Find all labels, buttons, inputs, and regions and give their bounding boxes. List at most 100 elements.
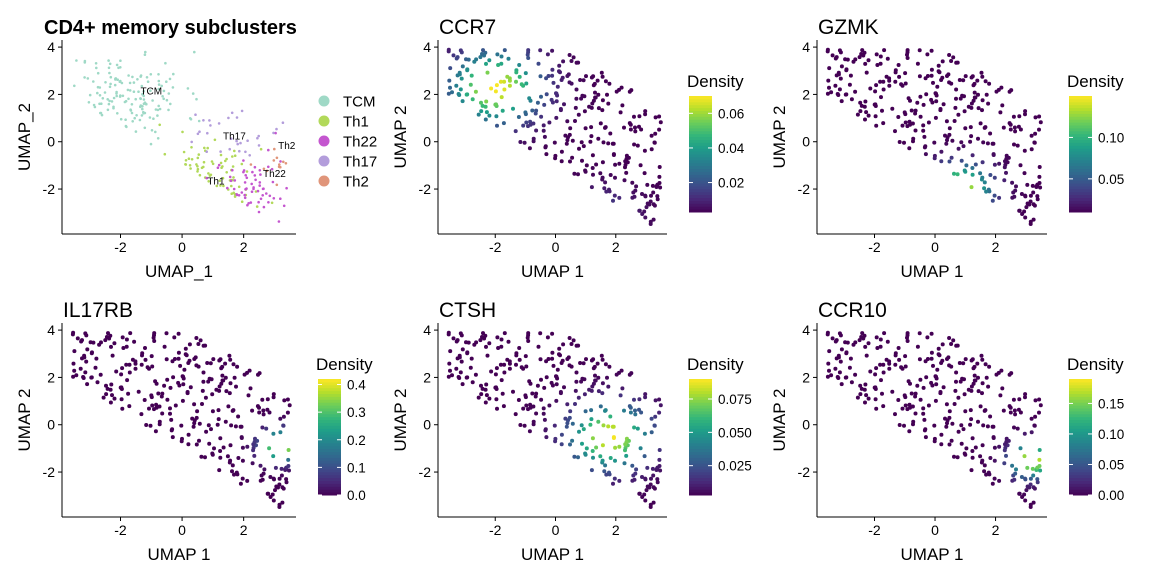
point [539,114,544,119]
point-th17 [257,134,261,138]
point [849,97,854,102]
point [538,331,543,336]
point [921,406,926,411]
point [456,375,461,379]
point [624,170,629,175]
point [480,335,484,339]
point [217,468,222,473]
point [643,215,648,220]
point [534,108,539,113]
point [210,392,215,397]
point [1031,217,1036,222]
point-tcm [128,89,132,92]
point [127,370,132,375]
point [218,436,223,441]
point [559,432,564,437]
point [245,444,250,449]
x-tick-label: -2 [868,522,881,538]
point [997,444,1002,449]
point [973,95,978,100]
point [227,391,232,396]
point [633,471,638,476]
y-tick-label: 0 [423,134,431,150]
point-tcm [161,95,164,98]
point [600,108,605,113]
point-th1 [233,149,236,153]
point [578,361,583,365]
point [572,171,577,176]
point [521,406,526,411]
point [620,386,625,391]
colorbar-segment [689,474,712,479]
colorbar-segment [1069,101,1092,106]
point [936,346,941,351]
colorbar-segment [689,162,712,167]
point [961,361,966,366]
point-th22 [246,203,249,207]
point-th1 [187,157,191,160]
point [1001,125,1006,130]
point [648,482,653,487]
point [1038,120,1043,125]
colorbar-segment [689,125,712,129]
point [640,192,644,196]
legend-swatch [318,175,330,187]
colorbar-segment [318,419,341,423]
colorbar-segment [1069,434,1092,438]
point [104,335,109,339]
point [580,93,585,98]
point [905,339,910,343]
point [979,70,984,75]
point [619,85,624,90]
point-th17 [235,139,238,143]
point-th1 [254,190,258,193]
point-th22 [226,186,229,190]
point [136,389,141,394]
point-th1 [211,162,215,166]
point [464,57,468,62]
point [826,78,831,83]
point-th2 [279,165,282,169]
point [531,419,536,424]
point [608,131,613,136]
point [538,48,543,53]
point [507,76,512,81]
point [1037,181,1042,185]
point [534,411,539,416]
colorbar-segment [689,113,712,117]
point [1025,465,1030,470]
point [628,127,633,132]
colorbar-segment [689,174,712,178]
point-th1 [219,161,223,165]
point-tcm [154,130,157,134]
point [594,162,599,167]
point [924,375,929,380]
point [194,415,199,420]
point [502,331,507,336]
point [552,140,557,145]
point-tcm [139,75,142,78]
point [126,391,131,396]
point [215,422,220,427]
point [858,109,863,114]
point [570,438,575,443]
point [935,84,940,89]
point [250,461,255,466]
point [187,342,192,347]
point [1000,103,1005,108]
point [582,109,587,114]
point [890,106,895,111]
point [535,100,540,105]
point [970,436,975,441]
point [1015,426,1020,431]
point-tcm [146,80,150,83]
point [918,377,923,382]
colorbar-segment [689,451,712,455]
point [949,438,954,443]
point [956,429,961,434]
point [534,128,539,133]
point [539,377,543,382]
colorbar-segment [689,119,712,123]
point [999,368,1004,373]
point [484,61,488,66]
